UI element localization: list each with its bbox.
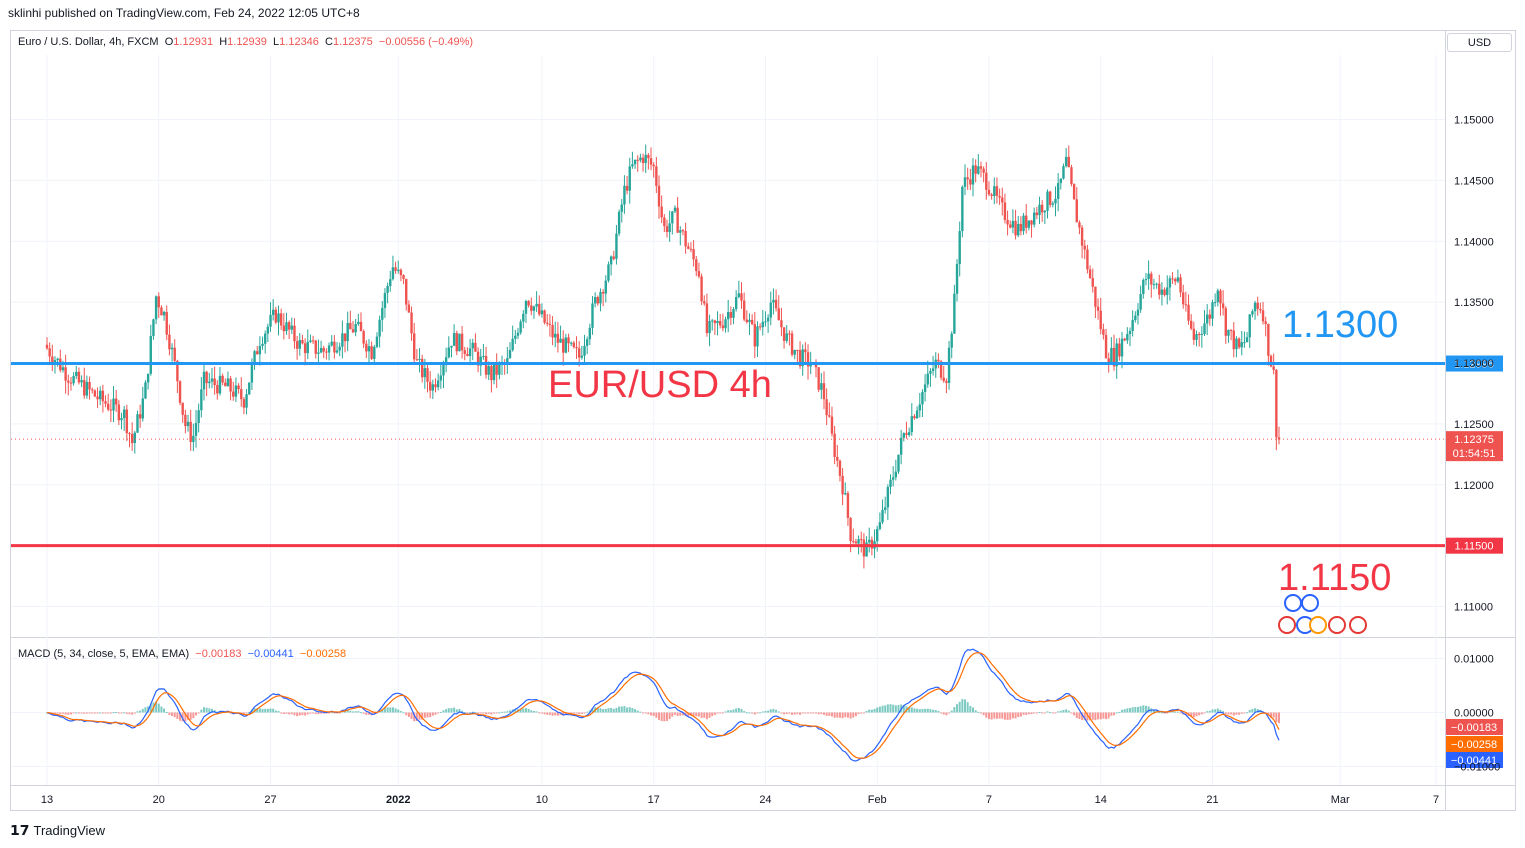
publisher-line: sklinhi published on TradingView.com, Fe…: [8, 6, 360, 20]
symbol-legend: Euro / U.S. Dollar, 4h, FXCM O1.12931 H1…: [18, 36, 473, 48]
close-label: C: [325, 36, 333, 48]
close-value: 1.12375: [333, 36, 373, 48]
high-label: H: [219, 36, 228, 48]
tradingview-logo-icon: 𝟭𝟳: [10, 822, 30, 838]
currency-button[interactable]: USD: [1447, 33, 1512, 52]
brand-name: TradingView: [33, 823, 106, 838]
high-value: 1.12939: [227, 36, 267, 48]
open-label: O: [164, 36, 174, 48]
low-value: 1.12346: [279, 36, 319, 48]
macd-legend: MACD (5, 34, close, 5, EMA, EMA) −0.0018…: [18, 648, 346, 660]
macd-line-value: −0.00441: [247, 648, 294, 660]
low-label: L: [273, 36, 280, 48]
open-value: 1.12931: [173, 36, 214, 48]
chart-frame: [10, 30, 1516, 811]
footer: 𝟭𝟳 TradingView: [10, 822, 105, 839]
change-value: −0.00556 (−0.49%): [378, 36, 474, 48]
symbol-name: Euro / U.S. Dollar, 4h, FXCM: [18, 36, 159, 48]
macd-signal-value: −0.00258: [299, 648, 347, 660]
macd-title: MACD (5, 34, close, 5, EMA, EMA): [18, 648, 190, 660]
macd-hist-value: −0.00183: [195, 648, 242, 660]
